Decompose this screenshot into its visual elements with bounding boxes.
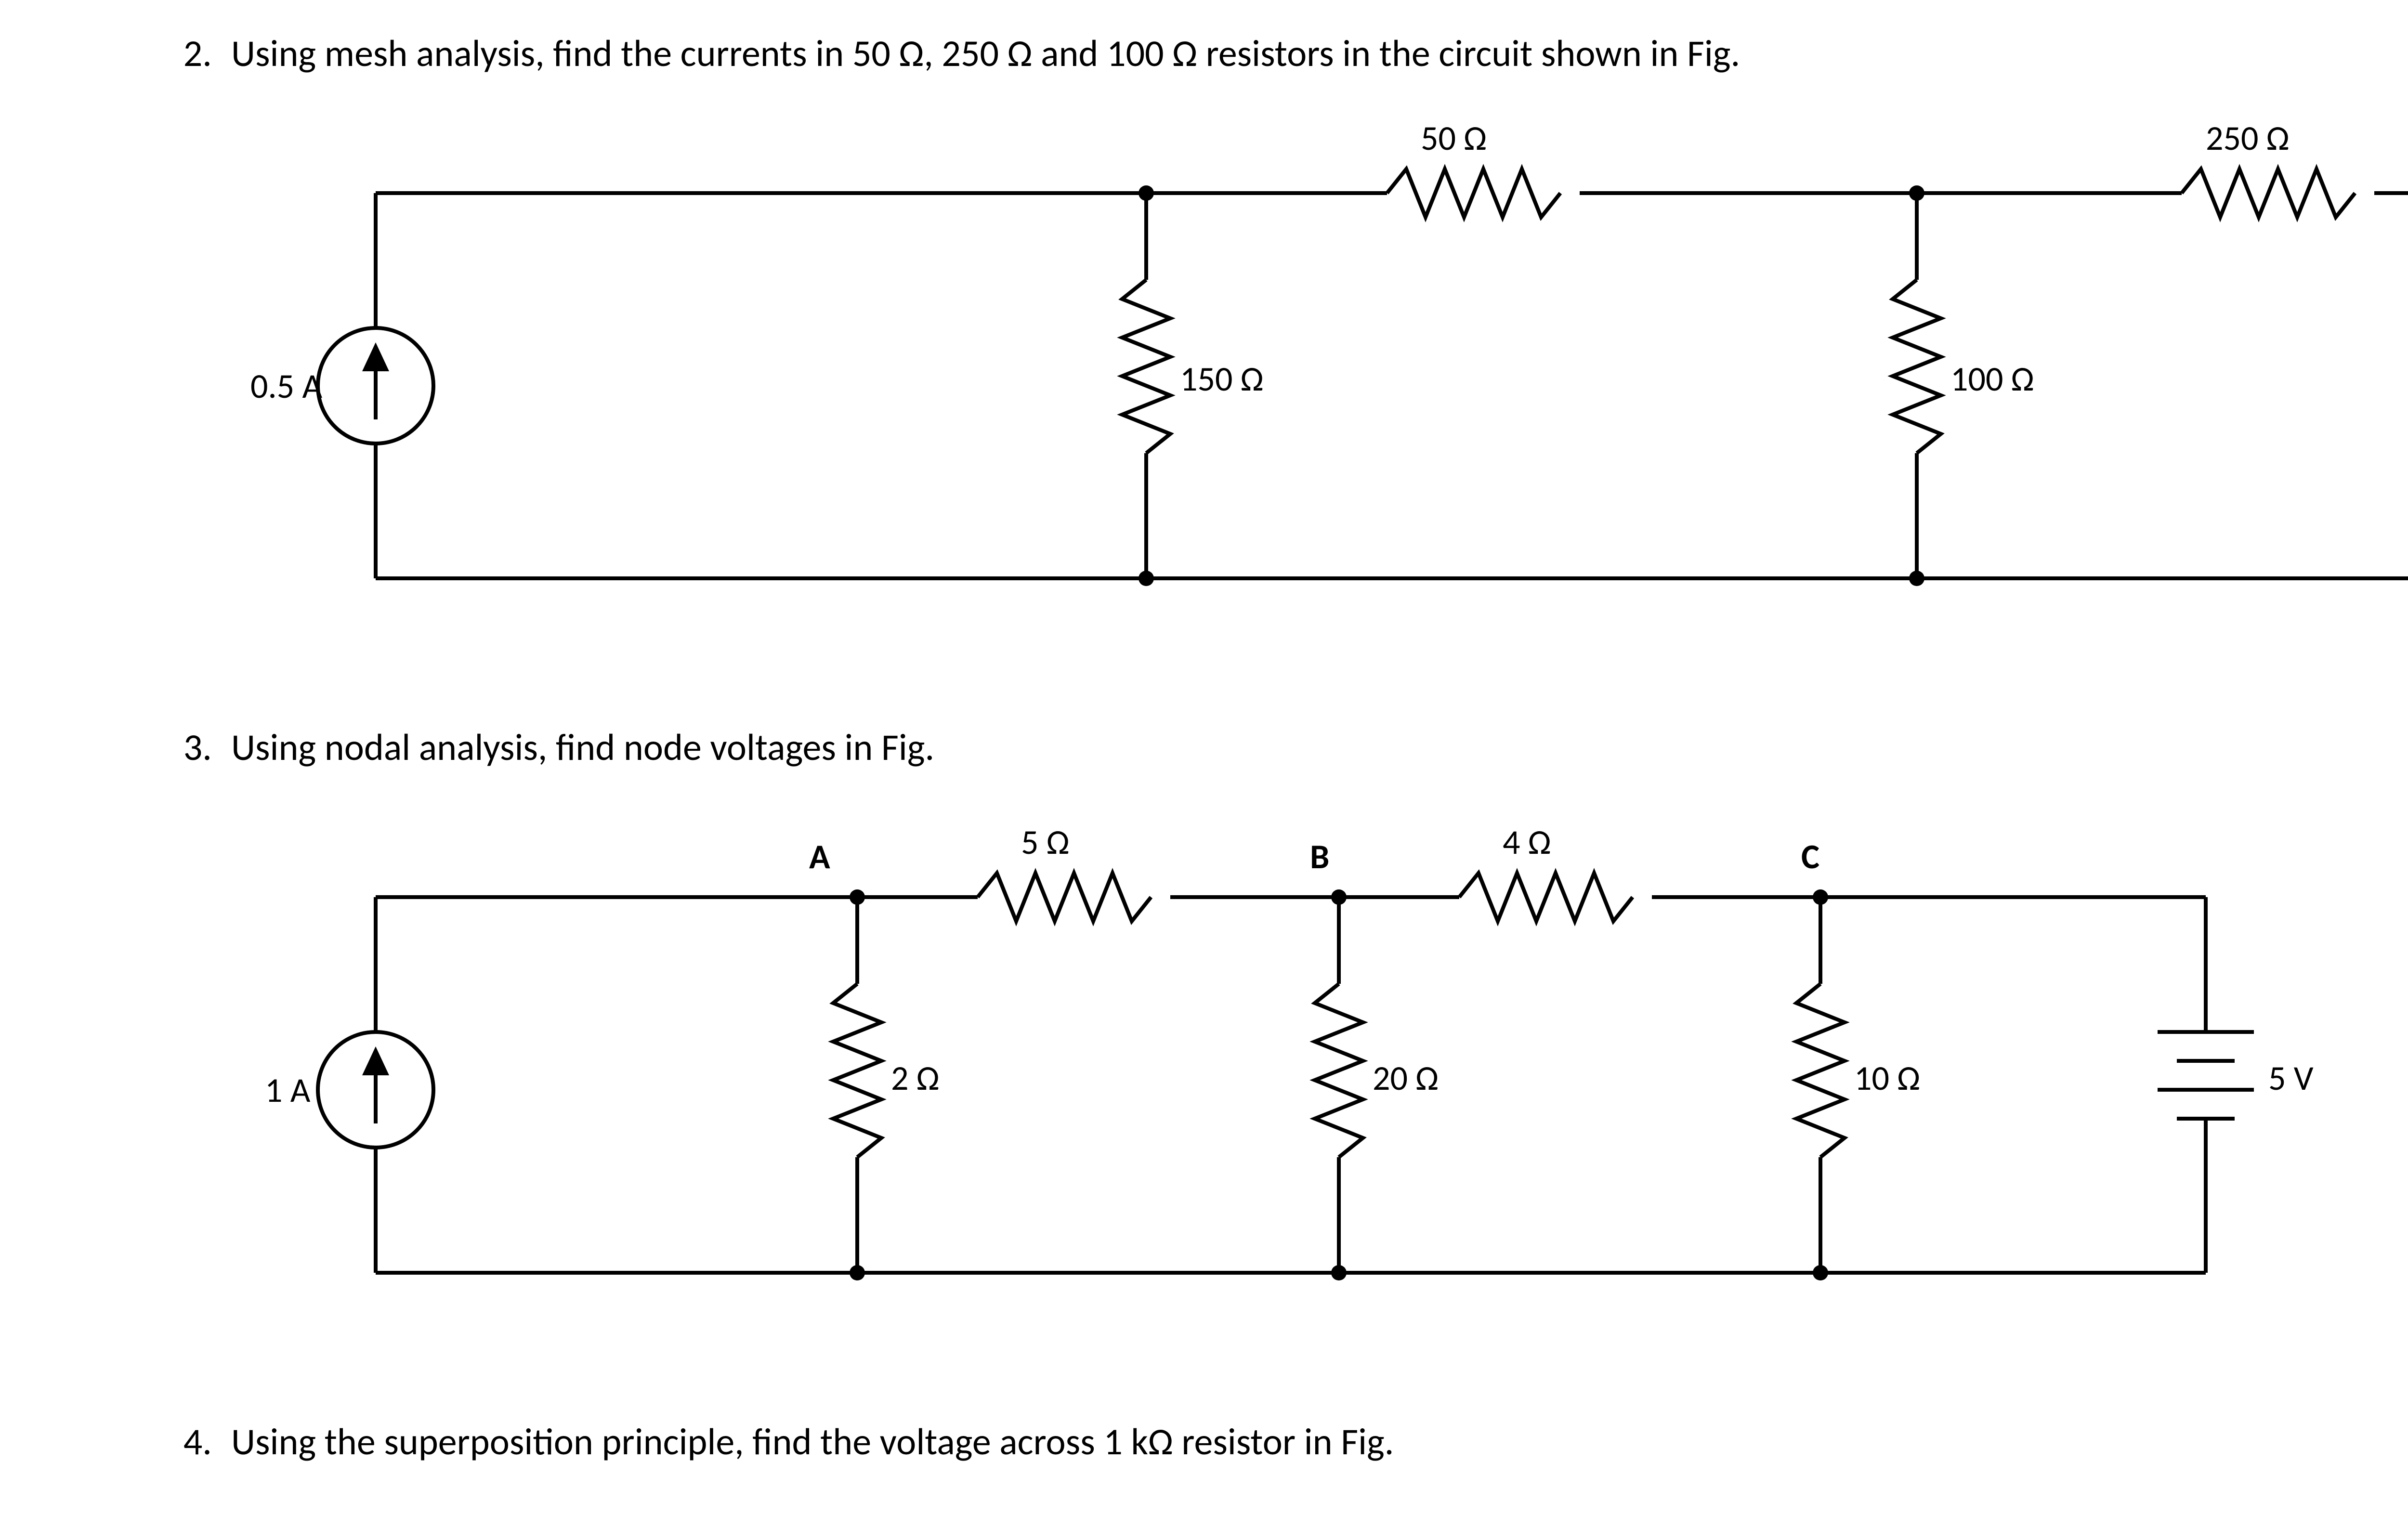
label-r2: 2 Ω	[891, 1057, 940, 1099]
node-c: C	[1801, 835, 1819, 878]
label-r5: 5 Ω	[1021, 821, 1070, 863]
problem-number: 3.	[39, 723, 231, 1397]
label-v5: 5 V	[2268, 1057, 2314, 1099]
circuit-figure-p2: 0.5 A 150 Ω 50 Ω	[231, 97, 2408, 675]
problem-3: 3. Using nodal analysis, find node volta…	[39, 723, 2408, 1397]
label-isrc-p2: 0.5 A	[250, 365, 322, 407]
problem-4: 4. Using the superposition principle, fi…	[39, 1417, 2408, 1466]
label-r20: 20 Ω	[1373, 1057, 1439, 1099]
label-r4: 4 Ω	[1503, 821, 1551, 863]
problem-text: Using mesh analysis, find the currents i…	[231, 29, 2408, 78]
problem-2: 2. Using mesh analysis, find the current…	[39, 29, 2408, 704]
label-isrc-p3: 1 A	[265, 1069, 311, 1111]
problem-number: 4.	[39, 1417, 231, 1466]
label-r100: 100 Ω	[1950, 358, 2034, 400]
label-r50: 50 Ω	[1421, 117, 1487, 159]
label-r150: 150 Ω	[1180, 358, 1264, 400]
node-a: A	[809, 835, 830, 878]
problem-text: Using nodal analysis, find node voltages…	[231, 723, 2408, 771]
label-r10: 10 Ω	[1854, 1057, 1920, 1099]
circuit-figure-p3: 1 A A 2 Ω 5 Ω	[231, 791, 2408, 1369]
problem-number: 2.	[39, 29, 231, 704]
label-r250: 250 Ω	[2206, 117, 2290, 159]
problem-text: Using the superposition principle, find …	[231, 1417, 2408, 1466]
node-b: B	[1310, 835, 1329, 878]
